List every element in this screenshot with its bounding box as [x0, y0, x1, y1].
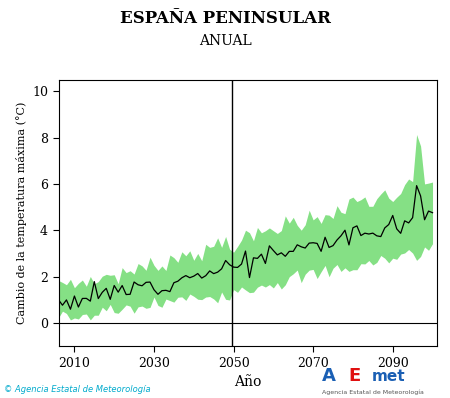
Text: ESPAÑA PENINSULAR: ESPAÑA PENINSULAR	[120, 10, 330, 27]
X-axis label: Año: Año	[234, 375, 261, 389]
Text: © Agencia Estatal de Meteorología: © Agencia Estatal de Meteorología	[4, 385, 151, 394]
Text: E: E	[349, 367, 361, 385]
Text: ANUAL: ANUAL	[198, 34, 252, 48]
Text: met: met	[372, 369, 405, 384]
Text: Agencia Estatal de Meteorología: Agencia Estatal de Meteorología	[322, 389, 423, 395]
Y-axis label: Cambio de la temperatura máxima (°C): Cambio de la temperatura máxima (°C)	[16, 102, 27, 324]
Text: A: A	[322, 367, 336, 385]
